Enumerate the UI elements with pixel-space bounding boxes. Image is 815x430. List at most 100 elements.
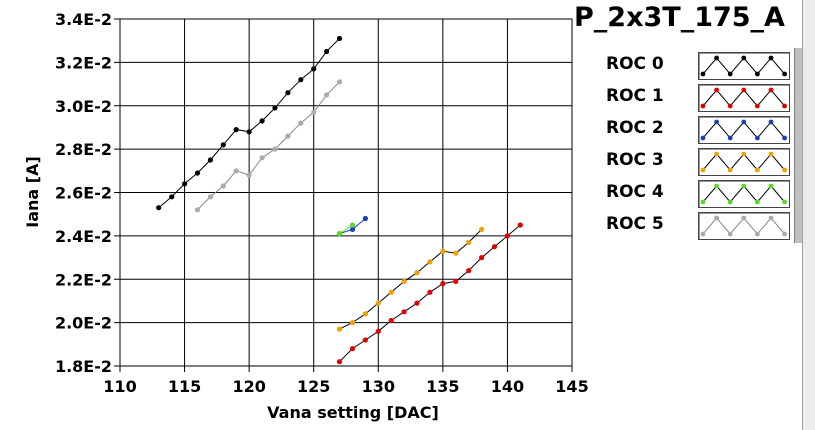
- data-point: [246, 129, 252, 135]
- legend-swatch-graphic: [700, 119, 787, 141]
- x-tick-label: 140: [491, 377, 524, 396]
- legend-label: ROC 1: [606, 86, 664, 106]
- legend-swatch-marker: [741, 119, 747, 125]
- data-point: [156, 205, 162, 211]
- data-point: [182, 181, 188, 187]
- y-tick-label: 1.8E-2: [55, 357, 112, 376]
- data-point: [349, 222, 356, 228]
- data-point: [375, 328, 381, 334]
- data-point: [285, 90, 291, 96]
- data-point: [388, 289, 394, 295]
- legend-swatch-marker: [741, 215, 747, 221]
- data-point: [388, 317, 394, 324]
- legend: ROC 0 ROC 1 ROC 2 ROC 3 ROC 4 ROC 5: [594, 48, 802, 243]
- legend-item-roc-1[interactable]: ROC 1: [594, 82, 794, 112]
- data-point: [324, 48, 330, 55]
- legend-swatch-marker: [741, 87, 747, 93]
- x-tick-label: 130: [362, 377, 395, 396]
- data-point: [504, 233, 510, 239]
- legend-swatch-marker: [755, 135, 760, 141]
- legend-swatch-marker: [768, 183, 774, 189]
- data-point: [349, 346, 356, 352]
- legend-swatch-marker: [700, 103, 706, 109]
- legend-swatch-line: [702, 57, 785, 75]
- data-point: [401, 278, 407, 284]
- legend-scrollbar[interactable]: [794, 48, 803, 243]
- legend-swatch-graphic: [700, 87, 787, 109]
- legend-swatch-graphic: [700, 151, 787, 173]
- legend-swatch-graphic: [700, 55, 787, 77]
- y-tick-label: 3.0E-2: [55, 97, 112, 116]
- legend-item-roc-3[interactable]: ROC 3: [594, 146, 794, 176]
- data-point: [479, 226, 485, 232]
- y-tick-label: 2.0E-2: [55, 314, 112, 333]
- data-point: [375, 300, 381, 306]
- legend-swatch-marker: [782, 103, 787, 109]
- window-edge: [802, 0, 815, 430]
- legend-item-roc-4[interactable]: ROC 4: [594, 178, 794, 208]
- legend-swatch-marker: [782, 231, 787, 237]
- chart-title: P_2x3T_175_A: [574, 2, 785, 33]
- legend-swatch-graphic: [700, 215, 787, 237]
- data-point: [311, 66, 317, 72]
- legend-swatch-marker: [755, 103, 760, 109]
- legend-swatch: [698, 84, 790, 112]
- legend-swatch-marker: [700, 231, 706, 237]
- legend-swatch-marker: [755, 71, 760, 77]
- legend-item-roc-0[interactable]: ROC 0: [594, 50, 794, 80]
- legend-swatch-marker: [700, 199, 706, 205]
- data-point: [336, 231, 343, 237]
- data-point: [336, 359, 343, 365]
- data-point: [427, 289, 433, 295]
- data-point: [259, 155, 265, 161]
- data-point: [453, 278, 459, 284]
- legend-label: ROC 2: [606, 118, 664, 138]
- data-point: [272, 105, 278, 111]
- legend-swatch: [698, 180, 790, 208]
- legend-swatch-marker: [768, 215, 774, 221]
- legend-swatch-marker: [755, 231, 760, 237]
- y-tick-label: 3.2E-2: [55, 53, 112, 72]
- data-point: [285, 133, 291, 139]
- legend-swatch-marker: [741, 183, 747, 189]
- legend-swatch-marker: [768, 55, 774, 61]
- legend-swatch-marker: [727, 135, 733, 141]
- data-point: [427, 259, 433, 265]
- data-point: [491, 244, 498, 250]
- legend-item-roc-2[interactable]: ROC 2: [594, 114, 794, 144]
- series-layer: [156, 35, 523, 365]
- data-point: [466, 239, 472, 245]
- data-point: [233, 127, 239, 133]
- y-tick-label: 2.8E-2: [55, 140, 112, 159]
- data-point: [336, 326, 343, 332]
- legend-swatch-marker: [714, 183, 719, 189]
- series-roc-0: [156, 35, 343, 211]
- legend-swatch-marker: [727, 103, 733, 109]
- legend-swatch-marker: [782, 167, 787, 173]
- legend-swatch-marker: [782, 71, 787, 77]
- legend-swatch-marker: [782, 199, 787, 205]
- legend-label: ROC 4: [606, 182, 664, 202]
- data-point: [362, 337, 368, 343]
- x-tick-label: 120: [232, 377, 265, 396]
- legend-item-roc-5[interactable]: ROC 5: [594, 210, 794, 240]
- legend-swatch-marker: [700, 71, 706, 77]
- legend-swatch-marker: [714, 151, 719, 157]
- legend-swatch-marker: [727, 231, 733, 237]
- x-axis-ticks: 110 115 120 125 130 135 140 145: [103, 366, 589, 396]
- legend-swatch-marker: [727, 199, 733, 205]
- data-point: [336, 35, 343, 42]
- data-point: [362, 215, 368, 222]
- data-point: [336, 79, 343, 85]
- legend-swatch-marker: [714, 55, 719, 61]
- series-roc-5: [194, 79, 343, 213]
- data-point: [233, 168, 239, 174]
- series-roc-1: [336, 222, 523, 365]
- y-tick-label: 3.4E-2: [55, 10, 112, 29]
- y-tick-label: 2.6E-2: [55, 184, 112, 203]
- data-point: [169, 194, 175, 200]
- legend-swatch-marker: [768, 87, 774, 93]
- data-point: [311, 109, 317, 115]
- y-tick-label: 2.2E-2: [55, 270, 112, 289]
